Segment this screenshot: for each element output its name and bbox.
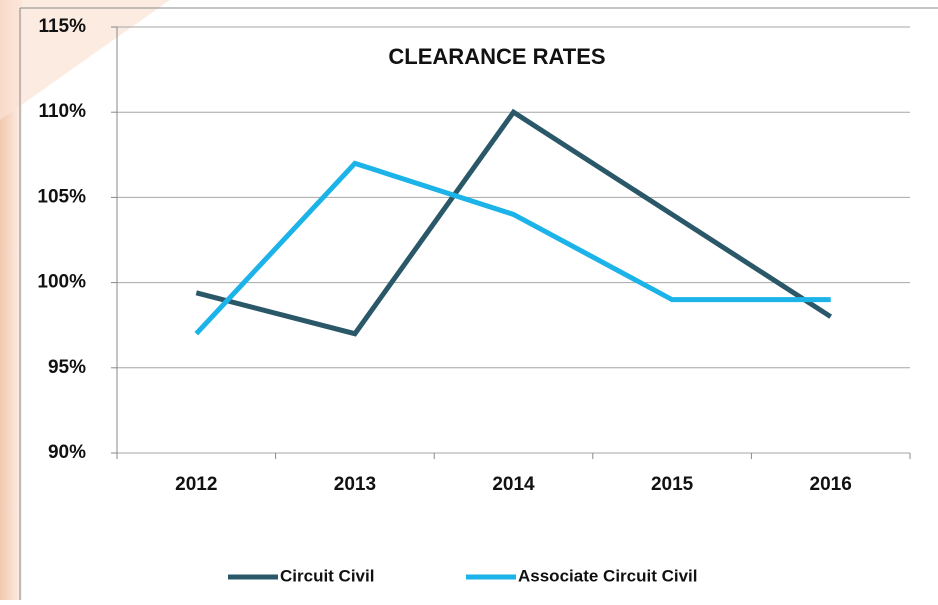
x-tick-label: 2016: [810, 474, 852, 495]
legend-label: Circuit Civil: [280, 566, 374, 585]
y-tick-label: 90%: [48, 442, 86, 463]
y-tick-label: 95%: [48, 357, 86, 378]
series-line: [195, 108, 833, 337]
x-tick-label: 2012: [175, 474, 217, 495]
y-tick-label: 100%: [37, 272, 86, 293]
chart-title: CLEARANCE RATES: [388, 44, 605, 69]
series-line: [194, 160, 831, 336]
x-tick-label: 2013: [334, 474, 376, 495]
x-tick-label: 2014: [492, 474, 535, 495]
y-tick-label: 115%: [38, 16, 86, 37]
y-tick-label: 110%: [38, 101, 86, 122]
side-decoration: [0, 0, 22, 600]
y-tick-label: 105%: [37, 186, 86, 207]
corner-decoration: [0, 0, 170, 120]
x-tick-label: 2015: [651, 474, 694, 495]
legend-label: Associate Circuit Civil: [518, 566, 698, 585]
